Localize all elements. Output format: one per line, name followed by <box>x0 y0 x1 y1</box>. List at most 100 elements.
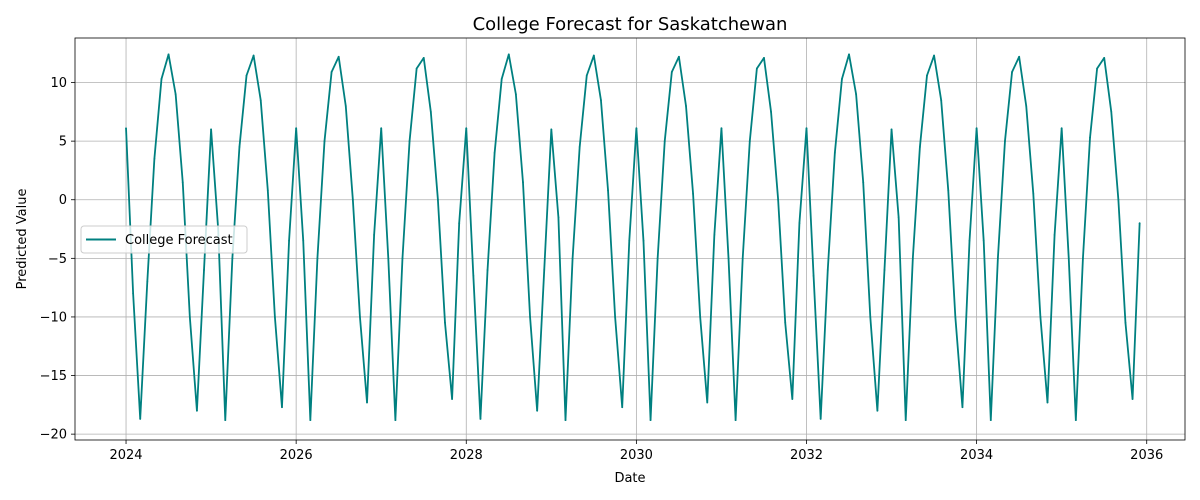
data-point <box>741 257 744 260</box>
legend: College Forecast <box>80 225 248 254</box>
data-point <box>833 151 836 154</box>
data-point <box>514 93 517 96</box>
series-line-college-forecast <box>125 53 1141 421</box>
data-point <box>351 198 354 201</box>
data-point <box>954 316 957 318</box>
data-point <box>585 74 588 77</box>
data-point <box>678 55 680 58</box>
data-point <box>1004 140 1006 143</box>
data-point <box>869 316 872 318</box>
data-point <box>911 257 914 260</box>
x-tick-label: 2032 <box>790 448 823 463</box>
data-point <box>996 257 999 260</box>
data-point <box>1011 71 1013 73</box>
data-point <box>465 127 468 130</box>
data-point <box>975 127 978 130</box>
y-axis-title: Predicted Value <box>15 189 30 290</box>
x-axis-title: Date <box>614 471 645 486</box>
data-point <box>373 234 376 236</box>
data-point <box>791 398 794 400</box>
data-point <box>841 78 843 80</box>
legend-label: College Forecast <box>125 233 233 248</box>
x-tick-label: 2026 <box>280 448 313 463</box>
data-point <box>458 222 461 225</box>
data-point <box>848 53 850 56</box>
data-point <box>642 239 645 242</box>
data-point <box>500 78 503 80</box>
data-point <box>550 128 553 131</box>
data-point <box>181 181 184 184</box>
data-point <box>904 419 907 421</box>
y-tick-label: −20 <box>40 428 67 443</box>
y-tick-label: −15 <box>40 369 67 384</box>
data-point <box>770 110 772 113</box>
y-tick-label: −5 <box>48 252 67 267</box>
data-point <box>380 127 383 130</box>
legend-box <box>80 225 248 254</box>
data-point <box>1018 55 1021 58</box>
data-point <box>578 146 581 148</box>
data-point <box>408 140 411 143</box>
data-point <box>479 418 482 420</box>
data-point <box>543 269 546 271</box>
data-point <box>422 57 425 59</box>
data-point <box>855 93 858 96</box>
data-point <box>415 67 418 70</box>
data-point <box>522 181 524 184</box>
data-point <box>160 78 163 80</box>
data-point <box>1067 257 1070 260</box>
data-point <box>1082 257 1084 260</box>
data-point <box>273 316 276 318</box>
y-tick-label: 5 <box>59 135 67 150</box>
data-point <box>919 146 921 148</box>
data-point <box>1074 419 1077 421</box>
data-point <box>628 239 631 242</box>
data-point <box>224 419 227 421</box>
data-point <box>387 257 390 260</box>
y-axis: −20 −15 −10 −5 0 5 10 <box>40 76 75 443</box>
data-point <box>621 406 624 409</box>
data-point <box>323 140 326 143</box>
data-point <box>763 57 765 59</box>
chart-title: College Forecast for Saskatchewan <box>473 14 788 35</box>
data-point <box>266 189 269 192</box>
data-point <box>777 198 780 201</box>
data-point <box>670 71 673 73</box>
data-point <box>685 105 687 107</box>
data-point <box>699 316 702 318</box>
data-point <box>557 216 560 219</box>
data-point <box>486 269 489 271</box>
data-point <box>1025 105 1028 107</box>
data-point <box>1103 57 1106 59</box>
data-point <box>231 257 234 260</box>
data-point <box>203 269 205 271</box>
data-point <box>302 239 305 242</box>
data-point <box>1131 398 1134 400</box>
data-point <box>883 269 886 271</box>
data-point <box>174 93 177 96</box>
data-point <box>1096 67 1099 70</box>
data-point <box>309 419 312 421</box>
data-point <box>798 222 801 225</box>
data-point <box>890 128 893 131</box>
data-point <box>337 55 340 58</box>
data-point <box>139 418 142 420</box>
data-point <box>592 54 595 57</box>
data-point <box>805 127 808 130</box>
data-point <box>1032 192 1035 195</box>
data-point <box>146 280 149 283</box>
x-tick-label: 2024 <box>109 448 142 463</box>
data-point <box>727 257 730 260</box>
data-point <box>734 419 737 421</box>
data-point <box>238 146 241 148</box>
data-point <box>451 398 453 400</box>
data-point <box>245 74 248 77</box>
data-point <box>252 54 255 57</box>
data-point <box>536 409 539 412</box>
data-point <box>784 321 787 324</box>
data-point <box>288 239 290 242</box>
data-point <box>196 409 198 412</box>
data-point <box>1089 136 1091 139</box>
y-tick-label: −10 <box>40 310 67 325</box>
